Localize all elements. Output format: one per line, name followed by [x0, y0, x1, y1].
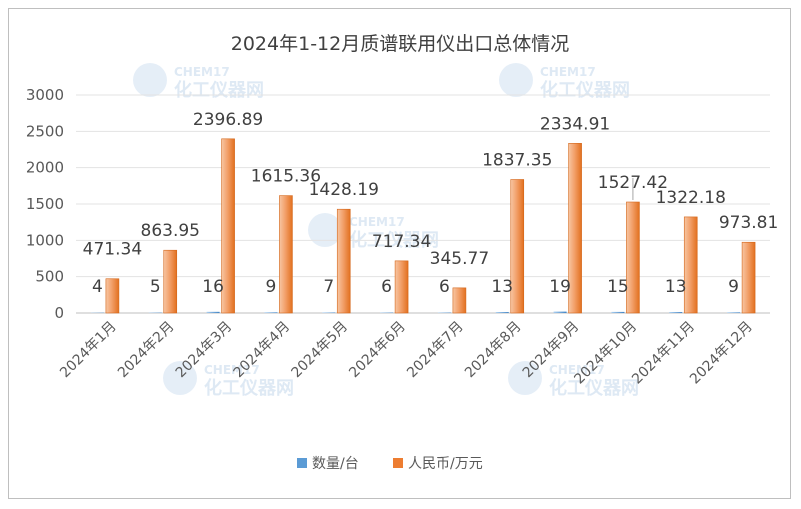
y-tick-label: 1500	[26, 195, 64, 213]
count-label: 9	[728, 277, 739, 297]
count-label: 5	[150, 277, 161, 297]
y-tick-label: 3000	[26, 86, 64, 104]
x-tick-label: 2024年1月	[57, 319, 120, 382]
y-tick-label: 1000	[26, 231, 64, 249]
bar-count	[322, 312, 336, 313]
value-label: 2396.89	[193, 110, 263, 130]
x-tick-label: 2024年5月	[288, 319, 351, 382]
value-label: 1615.36	[251, 167, 321, 187]
legend-label-count: 数量/台	[312, 456, 359, 472]
count-label: 6	[439, 277, 450, 297]
watermark-name: 化工仪器网	[204, 377, 294, 399]
y-tick-label: 2000	[26, 159, 64, 177]
legend-label-value: 人民币/万元	[408, 456, 483, 472]
count-label: 6	[381, 277, 392, 297]
count-label: 15	[607, 277, 629, 297]
bar-count	[553, 311, 567, 313]
data-labels: 4 471.34 5 863.95 16 2396.89 9 1615.36 7 1428.19 6…	[83, 110, 779, 297]
bar-value	[683, 216, 698, 314]
bar-value	[105, 278, 120, 314]
value-label: 863.95	[141, 221, 200, 241]
count-label: 13	[665, 277, 687, 297]
value-label: 471.34	[83, 240, 142, 260]
count-label: 7	[323, 277, 334, 297]
bar-value	[221, 138, 235, 314]
value-label: 973.81	[719, 213, 778, 233]
count-label: 13	[491, 277, 513, 297]
bar-value	[626, 201, 640, 314]
value-label: 345.77	[430, 249, 489, 269]
legend: 数量/台 人民币/万元	[297, 456, 483, 472]
legend-swatch-value	[393, 458, 403, 468]
y-tick-label: 500	[35, 268, 64, 286]
value-label: 1428.19	[309, 180, 379, 200]
count-label: 4	[92, 277, 103, 297]
x-tick-label: 2024年12月	[687, 319, 756, 388]
bar-value	[510, 179, 525, 314]
x-tick-label: 2024年7月	[404, 319, 467, 382]
x-tick-label: 2024年6月	[346, 319, 409, 382]
bar-count	[206, 311, 220, 313]
y-axis: 0 500 1000 1500 2000 2500 3000	[26, 86, 64, 322]
count-label: 16	[202, 277, 224, 297]
y-tick-label: 2500	[26, 122, 64, 140]
watermark-name: 化工仪器网	[174, 79, 264, 101]
x-tick-label: 2024年4月	[231, 319, 294, 382]
bar-count	[727, 312, 741, 313]
bar-value	[336, 208, 351, 314]
watermark-brand: CHEM17	[349, 215, 405, 229]
bar-value	[741, 241, 756, 314]
bar-value	[452, 287, 467, 314]
watermark-brand: CHEM17	[204, 363, 260, 377]
bar-value	[394, 260, 409, 314]
x-axis: 2024年1月2024年2月2024年3月2024年4月2024年5月2024年…	[57, 319, 756, 388]
value-label: 1322.18	[656, 188, 726, 208]
value-label: 717.34	[372, 232, 431, 252]
watermark-brand: CHEM17	[549, 363, 605, 377]
bar-count	[611, 311, 625, 313]
bar-value	[568, 143, 582, 314]
value-label: 2334.91	[540, 114, 610, 134]
watermark-brand: CHEM17	[174, 65, 230, 79]
watermark-brand: CHEM17	[540, 65, 596, 79]
y-tick-label: 0	[54, 304, 64, 322]
chart-title: 2024年1-12月质谱联用仪出口总体情况	[231, 33, 569, 55]
legend-swatch-count	[297, 458, 307, 468]
watermark-name: 化工仪器网	[540, 79, 630, 101]
bar-value	[279, 195, 293, 314]
bar-value	[163, 249, 178, 314]
bars	[90, 138, 756, 314]
bar-count	[264, 312, 278, 313]
gridlines	[76, 94, 770, 314]
count-label: 19	[549, 277, 571, 297]
bar-count	[495, 312, 509, 313]
watermark-name: 化工仪器网	[549, 377, 639, 399]
bar-count	[669, 312, 683, 313]
value-label: 1837.35	[482, 150, 552, 170]
count-label: 9	[266, 277, 277, 297]
